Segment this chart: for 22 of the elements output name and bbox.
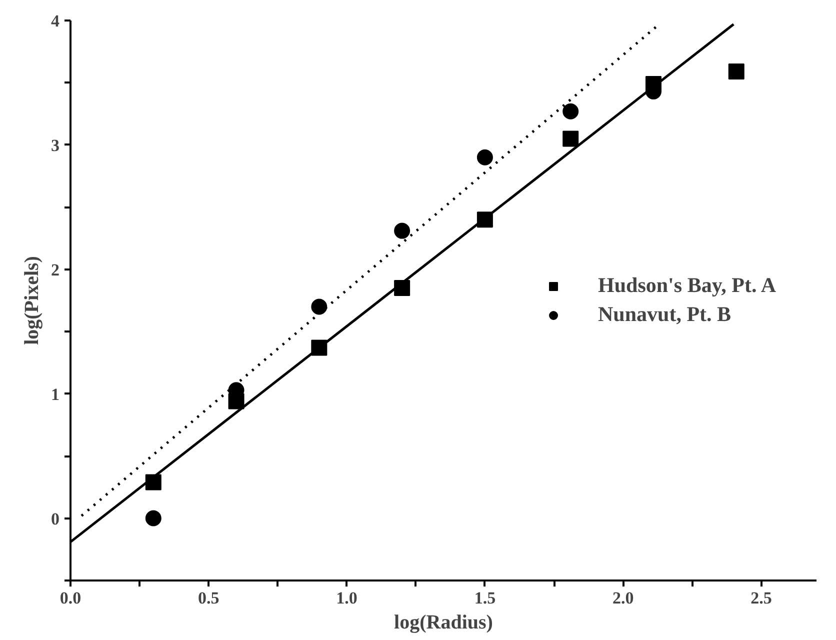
point: [728, 64, 744, 80]
point: [145, 510, 162, 526]
x-tick-label: 2.5: [750, 588, 772, 608]
y-tick-label: 3: [51, 136, 60, 155]
y-axis-title: log(Pixels): [21, 256, 43, 345]
point: [562, 103, 579, 120]
y-tick-label: 0: [51, 509, 60, 528]
x-tick-label: 0.5: [198, 588, 220, 608]
x-axis-title: log(Radius): [394, 612, 493, 634]
point: [476, 149, 493, 166]
point: [562, 130, 579, 147]
x-tick-label: 1.5: [474, 588, 496, 608]
legend-label: Hudson's Bay, Pt. A: [598, 273, 776, 298]
y-tick-label: 4: [51, 12, 60, 30]
legend-label: Nunavut, Pt. B: [598, 302, 732, 327]
point: [394, 222, 410, 239]
x-tick-label: 0.0: [60, 588, 82, 608]
y-tick-label: 1: [51, 384, 60, 404]
x-tick-label: 2.0: [612, 588, 634, 608]
y-tick-label: 2: [51, 260, 60, 280]
point: [311, 298, 328, 315]
x-tick-label: 1.0: [336, 588, 358, 608]
